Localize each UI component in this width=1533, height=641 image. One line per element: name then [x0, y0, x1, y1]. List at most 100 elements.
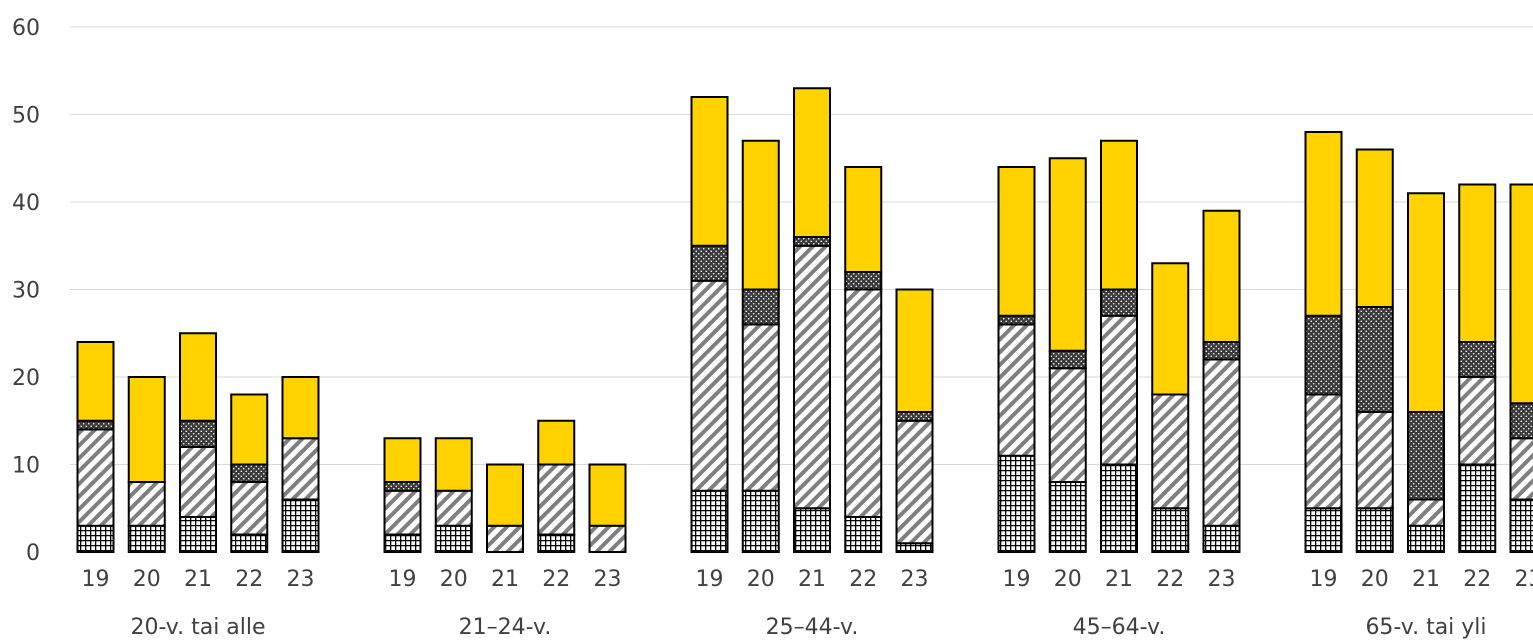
bar-segment-1 [383, 533, 422, 553]
bar-segment-3 [1355, 306, 1394, 413]
bar-segment-1 [1100, 463, 1138, 553]
bar-segment-3 [230, 463, 269, 483]
bar-segment-4 [76, 341, 115, 422]
bar-segment-4 [537, 419, 576, 466]
stacked-bar [486, 463, 524, 553]
bar-segment-1 [1509, 498, 1533, 553]
stacked-bar [741, 139, 780, 553]
x-tick-label: 21 [184, 567, 212, 592]
y-tick-label: 60 [12, 16, 40, 41]
bar-segment-2 [127, 481, 166, 527]
bar-segment-1 [793, 507, 831, 553]
bar-segment-2 [1458, 376, 1497, 466]
stacked-bar [434, 437, 473, 553]
x-tick-label: 22 [1156, 567, 1184, 592]
stacked-bar [895, 288, 934, 553]
x-tick-label: 19 [696, 567, 724, 592]
x-tick-label: 23 [1208, 567, 1236, 592]
x-tick-label: 20 [1361, 567, 1389, 592]
stacked-bar [281, 376, 320, 553]
bar-segment-4 [1100, 139, 1138, 291]
bar-segment-2 [844, 288, 883, 518]
bar-segment-3 [179, 419, 217, 448]
bar-segment-2 [588, 524, 627, 553]
bar-segment-4 [741, 139, 780, 291]
x-tick-label: 19 [389, 567, 417, 592]
bar-segment-4 [895, 288, 934, 413]
bar-segment-2 [434, 489, 473, 527]
x-tick-label: 23 [594, 567, 622, 592]
x-tick-label: 19 [1310, 567, 1338, 592]
x-tick-label: 21 [798, 567, 826, 592]
y-tick-label: 20 [12, 366, 40, 391]
bar-segment-3 [1202, 341, 1241, 361]
stacked-bar [1151, 262, 1190, 553]
bar-segment-3 [690, 244, 729, 282]
bar-segment-2 [895, 419, 934, 545]
group-label: 25–44-v. [766, 615, 859, 640]
group-label: 45–64-v. [1073, 615, 1166, 640]
stacked-bar [844, 166, 883, 553]
bar-segment-2 [741, 323, 780, 492]
bar-segment-1 [997, 454, 1036, 553]
bar-segment-2 [1202, 358, 1241, 527]
bar-segment-2 [179, 446, 217, 518]
bar-segment-4 [434, 437, 473, 492]
x-tick-label: 23 [901, 567, 929, 592]
bar-segment-4 [1304, 131, 1343, 317]
x-tick-label: 22 [235, 567, 263, 592]
bar-segment-4 [793, 87, 831, 238]
stacked-bar [1355, 148, 1394, 553]
bar-segment-4 [844, 166, 883, 273]
group-label: 20-v. tai alle [130, 615, 265, 640]
stacked-bar [1407, 192, 1445, 553]
bar-segment-3 [1458, 341, 1497, 378]
stacked-bar [1458, 183, 1497, 553]
bar-segment-2 [1048, 367, 1087, 483]
bar-segment-2 [76, 428, 115, 527]
bar-segment-3 [844, 271, 883, 291]
x-tick-label: 20 [133, 567, 161, 592]
stacked-bar [997, 166, 1036, 553]
bar-segment-1 [179, 516, 217, 553]
bar-segment-1 [741, 489, 780, 553]
bar-segment-2 [383, 489, 422, 536]
bar-segment-2 [537, 463, 576, 536]
bar-segment-1 [1304, 507, 1343, 553]
y-tick-label: 10 [12, 454, 40, 479]
group-label: 65-v. tai yli [1365, 615, 1486, 640]
bar-segment-3 [1509, 402, 1533, 440]
stacked-bar [537, 419, 576, 553]
bar-segment-1 [76, 524, 115, 553]
bar-segment-4 [383, 437, 422, 483]
bar-segment-3 [1048, 349, 1087, 370]
bar-segment-4 [1048, 157, 1087, 352]
x-tick-label: 20 [440, 567, 468, 592]
y-tick-label: 50 [12, 104, 40, 129]
x-tick-label: 21 [491, 567, 519, 592]
stacked-bar [1048, 157, 1087, 553]
bar-segment-3 [895, 411, 934, 422]
stacked-bar [179, 332, 217, 553]
bar-segment-2 [690, 279, 729, 492]
x-tick-label: 19 [1003, 567, 1031, 592]
bar-segment-1 [690, 489, 729, 553]
bar-segment-2 [230, 481, 269, 536]
x-tick-label: 22 [1463, 567, 1491, 592]
bar-segment-1 [1458, 463, 1497, 553]
x-tick-label: 19 [82, 567, 110, 592]
x-tick-label: 21 [1105, 567, 1133, 592]
bar-segment-1 [1151, 507, 1190, 553]
bar-segment-1 [230, 533, 269, 553]
bar-segment-1 [1407, 524, 1445, 553]
stacked-bar [76, 341, 115, 553]
bar-segment-2 [1151, 393, 1190, 510]
bar-segment-3 [1407, 411, 1445, 501]
bar-segment-1 [844, 516, 883, 553]
bar-segment-4 [127, 376, 166, 483]
stacked-bar [127, 376, 166, 553]
y-axis: 0 10 20 30 40 50 60 [12, 16, 40, 566]
stacked-bar [230, 393, 269, 553]
bar-segment-2 [1509, 437, 1533, 501]
